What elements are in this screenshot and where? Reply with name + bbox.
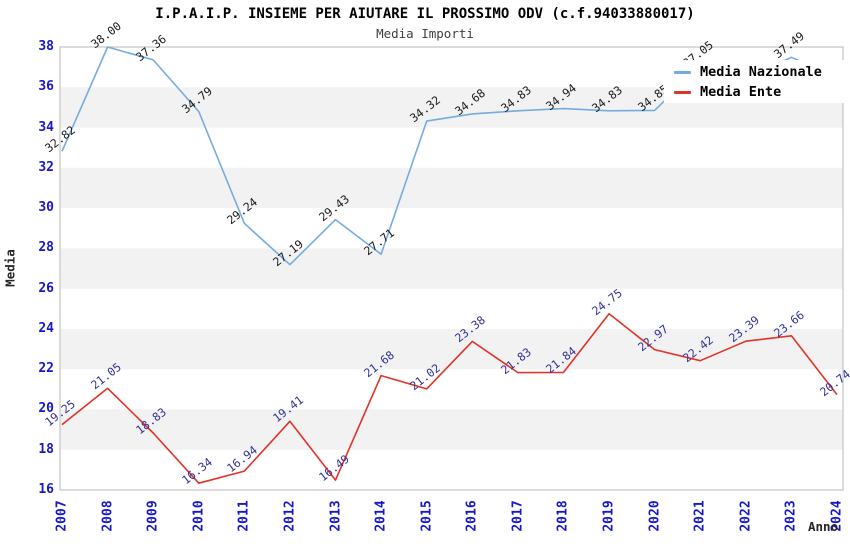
y-tick-label: 38 — [38, 39, 54, 54]
y-tick-label: 24 — [38, 320, 54, 336]
y-tick-label: 22 — [38, 361, 54, 377]
legend-item-media-ente: Media Ente — [674, 82, 844, 102]
y-tick-label: 26 — [38, 280, 54, 296]
legend-label: Media Ente — [700, 84, 782, 100]
x-axis-title: Anno — [808, 519, 839, 534]
y-tick-label: 32 — [38, 159, 54, 175]
chart-subtitle: Media Importi — [376, 26, 474, 41]
y-tick-label: 18 — [38, 441, 54, 457]
legend-dash-icon — [674, 70, 691, 74]
legend-item-media-nazionale: Media Nazionale — [674, 62, 844, 82]
legend-label: Media Nazionale — [700, 64, 822, 80]
y-tick-label: 30 — [38, 200, 54, 216]
chart-title: I.P.A.I.P. INSIEME PER AIUTARE IL PROSSI… — [155, 6, 695, 22]
series-line-1 — [61, 312, 838, 485]
y-tick-label: 16 — [38, 482, 54, 497]
legend-dash-icon — [674, 90, 691, 94]
y-tick-label: 28 — [38, 240, 54, 256]
legend: Media Nazionale Media Ente — [664, 60, 844, 103]
y-tick-label: 34 — [38, 119, 54, 135]
y-tick-label: 20 — [38, 401, 54, 417]
y-tick-label: 36 — [38, 79, 54, 95]
